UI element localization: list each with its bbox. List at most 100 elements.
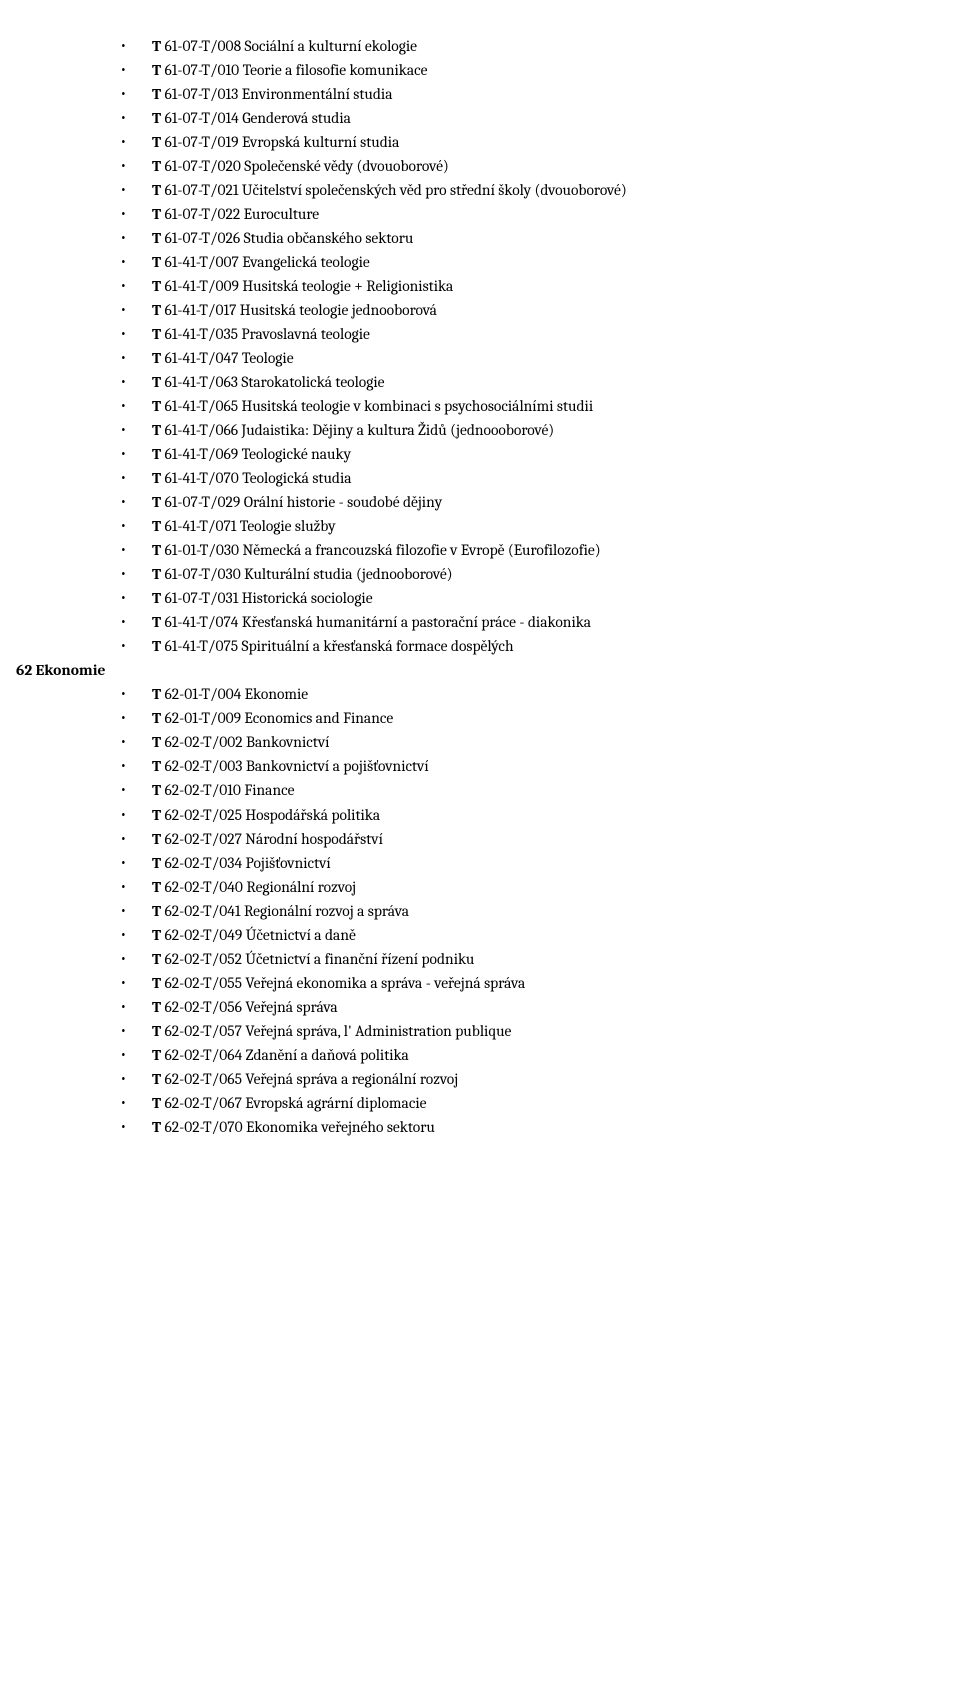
item-text: 61-07-T/022 Euroculture <box>161 205 319 223</box>
list-item: T 61-07-T/021 Učitelství společenských v… <box>94 178 900 202</box>
item-code-prefix: T <box>152 349 161 367</box>
item-code-prefix: T <box>152 469 161 487</box>
item-text: 62-02-T/070 Ekonomika veřejného sektoru <box>161 1118 435 1136</box>
item-text: 61-41-T/009 Husitská teologie + Religion… <box>161 277 453 295</box>
item-code-prefix: T <box>152 325 161 343</box>
item-code-prefix: T <box>152 950 161 968</box>
item-text: 61-07-T/020 Společenské vědy (dvouoborov… <box>161 157 449 175</box>
list-item: T 61-07-T/008 Sociální a kulturní ekolog… <box>94 34 900 58</box>
item-text: 61-41-T/066 Judaistika: Dějiny a kultura… <box>161 421 554 439</box>
item-text: 62-02-T/002 Bankovnictví <box>161 733 329 751</box>
list-item: T 61-41-T/071 Teologie služby <box>94 514 900 538</box>
item-code-prefix: T <box>152 397 161 415</box>
list-item: T 61-07-T/030 Kulturální studia (jednoob… <box>94 562 900 586</box>
list-item: T 62-02-T/055 Veřejná ekonomika a správa… <box>94 971 900 995</box>
item-text: 61-07-T/014 Genderová studia <box>161 109 351 127</box>
item-text: 61-07-T/013 Environmentální studia <box>161 85 392 103</box>
item-code-prefix: T <box>152 373 161 391</box>
list-item: T 62-02-T/003 Bankovnictví a pojišťovnic… <box>94 754 900 778</box>
item-text: 62-02-T/034 Pojišťovnictví <box>161 854 331 872</box>
item-text: 62-02-T/052 Účetnictví a finanční řízení… <box>161 950 474 968</box>
item-code-prefix: T <box>152 854 161 872</box>
item-text: 61-07-T/031 Historická sociologie <box>161 589 372 607</box>
item-text: 61-07-T/030 Kulturální studia (jednoobor… <box>161 565 452 583</box>
list-item: T 62-02-T/052 Účetnictví a finanční říze… <box>94 947 900 971</box>
item-code-prefix: T <box>152 517 161 535</box>
item-text: 61-07-T/008 Sociální a kulturní ekologie <box>161 37 417 55</box>
list-item: T 62-01-T/004 Ekonomie <box>94 682 900 706</box>
list-item: T 62-02-T/057 Veřejná správa, l' Adminis… <box>94 1019 900 1043</box>
item-code-prefix: T <box>152 733 161 751</box>
list-item: T 61-07-T/014 Genderová studia <box>94 106 900 130</box>
list-item: T 62-02-T/067 Evropská agrární diplomaci… <box>94 1091 900 1115</box>
list-item: T 61-41-T/075 Spirituální a křesťanská f… <box>94 634 900 658</box>
item-code-prefix: T <box>152 133 161 151</box>
list-item: T 62-02-T/070 Ekonomika veřejného sektor… <box>94 1115 900 1139</box>
item-code-prefix: T <box>152 637 161 655</box>
item-code-prefix: T <box>152 493 161 511</box>
item-text: 61-41-T/007 Evangelická teologie <box>161 253 370 271</box>
item-text: 62-02-T/057 Veřejná správa, l' Administr… <box>161 1022 511 1040</box>
list-item: T 62-02-T/041 Regionální rozvoj a správa <box>94 899 900 923</box>
item-text: 61-41-T/071 Teologie služby <box>161 517 335 535</box>
item-text: 61-01-T/030 Německá a francouzská filozo… <box>161 541 601 559</box>
item-text: 61-41-T/017 Husitská teologie jednooboro… <box>161 301 437 319</box>
item-code-prefix: T <box>152 806 161 824</box>
item-text: 61-41-T/070 Teologická studia <box>161 469 351 487</box>
program-list-61: T 61-07-T/008 Sociální a kulturní ekolog… <box>94 34 900 658</box>
list-item: T 62-02-T/040 Regionální rozvoj <box>94 875 900 899</box>
item-code-prefix: T <box>152 61 161 79</box>
list-item: T 61-41-T/035 Pravoslavná teologie <box>94 322 900 346</box>
list-item: T 61-01-T/030 Německá a francouzská filo… <box>94 538 900 562</box>
item-text: 62-02-T/065 Veřejná správa a regionální … <box>161 1070 458 1088</box>
item-text: 62-02-T/067 Evropská agrární diplomacie <box>161 1094 426 1112</box>
list-item: T 61-07-T/013 Environmentální studia <box>94 82 900 106</box>
list-item: T 62-02-T/027 Národní hospodářství <box>94 827 900 851</box>
list-item: T 61-07-T/020 Společenské vědy (dvouobor… <box>94 154 900 178</box>
item-text: 62-02-T/064 Zdanění a daňová politika <box>161 1046 409 1064</box>
item-code-prefix: T <box>152 109 161 127</box>
list-item: T 61-41-T/063 Starokatolická teologie <box>94 370 900 394</box>
list-item: T 61-41-T/017 Husitská teologie jednoobo… <box>94 298 900 322</box>
list-item: T 61-41-T/009 Husitská teologie + Religi… <box>94 274 900 298</box>
list-item: T 61-41-T/047 Teologie <box>94 346 900 370</box>
item-code-prefix: T <box>152 181 161 199</box>
list-item: T 61-41-T/007 Evangelická teologie <box>94 250 900 274</box>
item-code-prefix: T <box>152 253 161 271</box>
list-item: T 61-41-T/074 Křesťanská humanitární a p… <box>94 610 900 634</box>
item-code-prefix: T <box>152 445 161 463</box>
item-code-prefix: T <box>152 565 161 583</box>
item-code-prefix: T <box>152 1070 161 1088</box>
item-code-prefix: T <box>152 589 161 607</box>
item-code-prefix: T <box>152 830 161 848</box>
item-text: 61-07-T/029 Orální historie - soudobé dě… <box>161 493 442 511</box>
item-code-prefix: T <box>152 301 161 319</box>
item-text: 61-07-T/019 Evropská kulturní studia <box>161 133 399 151</box>
item-code-prefix: T <box>152 421 161 439</box>
list-item: T 62-02-T/025 Hospodářská politika <box>94 803 900 827</box>
list-item: T 62-02-T/056 Veřejná správa <box>94 995 900 1019</box>
list-item: T 61-07-T/010 Teorie a filosofie komunik… <box>94 58 900 82</box>
item-text: 61-41-T/063 Starokatolická teologie <box>161 373 384 391</box>
list-item: T 61-41-T/066 Judaistika: Dějiny a kultu… <box>94 418 900 442</box>
item-text: 62-01-T/009 Economics and Finance <box>161 709 393 727</box>
item-code-prefix: T <box>152 157 161 175</box>
section-heading-62: 62 Ekonomie <box>16 658 900 682</box>
list-item: T 62-02-T/064 Zdanění a daňová politika <box>94 1043 900 1067</box>
item-code-prefix: T <box>152 926 161 944</box>
item-text: 62-02-T/056 Veřejná správa <box>161 998 338 1016</box>
list-item: T 61-07-T/022 Euroculture <box>94 202 900 226</box>
item-code-prefix: T <box>152 974 161 992</box>
item-text: 61-41-T/035 Pravoslavná teologie <box>161 325 370 343</box>
list-item: T 61-07-T/026 Studia občanského sektoru <box>94 226 900 250</box>
item-text: 62-02-T/055 Veřejná ekonomika a správa -… <box>161 974 525 992</box>
item-code-prefix: T <box>152 205 161 223</box>
list-item: T 61-07-T/029 Orální historie - soudobé … <box>94 490 900 514</box>
list-item: T 62-02-T/002 Bankovnictví <box>94 730 900 754</box>
list-item: T 62-02-T/034 Pojišťovnictví <box>94 851 900 875</box>
list-item: T 62-02-T/065 Veřejná správa a regionáln… <box>94 1067 900 1091</box>
item-text: 62-02-T/049 Účetnictví a daně <box>161 926 356 944</box>
list-item: T 61-07-T/019 Evropská kulturní studia <box>94 130 900 154</box>
item-code-prefix: T <box>152 277 161 295</box>
item-text: 61-41-T/065 Husitská teologie v kombinac… <box>161 397 593 415</box>
